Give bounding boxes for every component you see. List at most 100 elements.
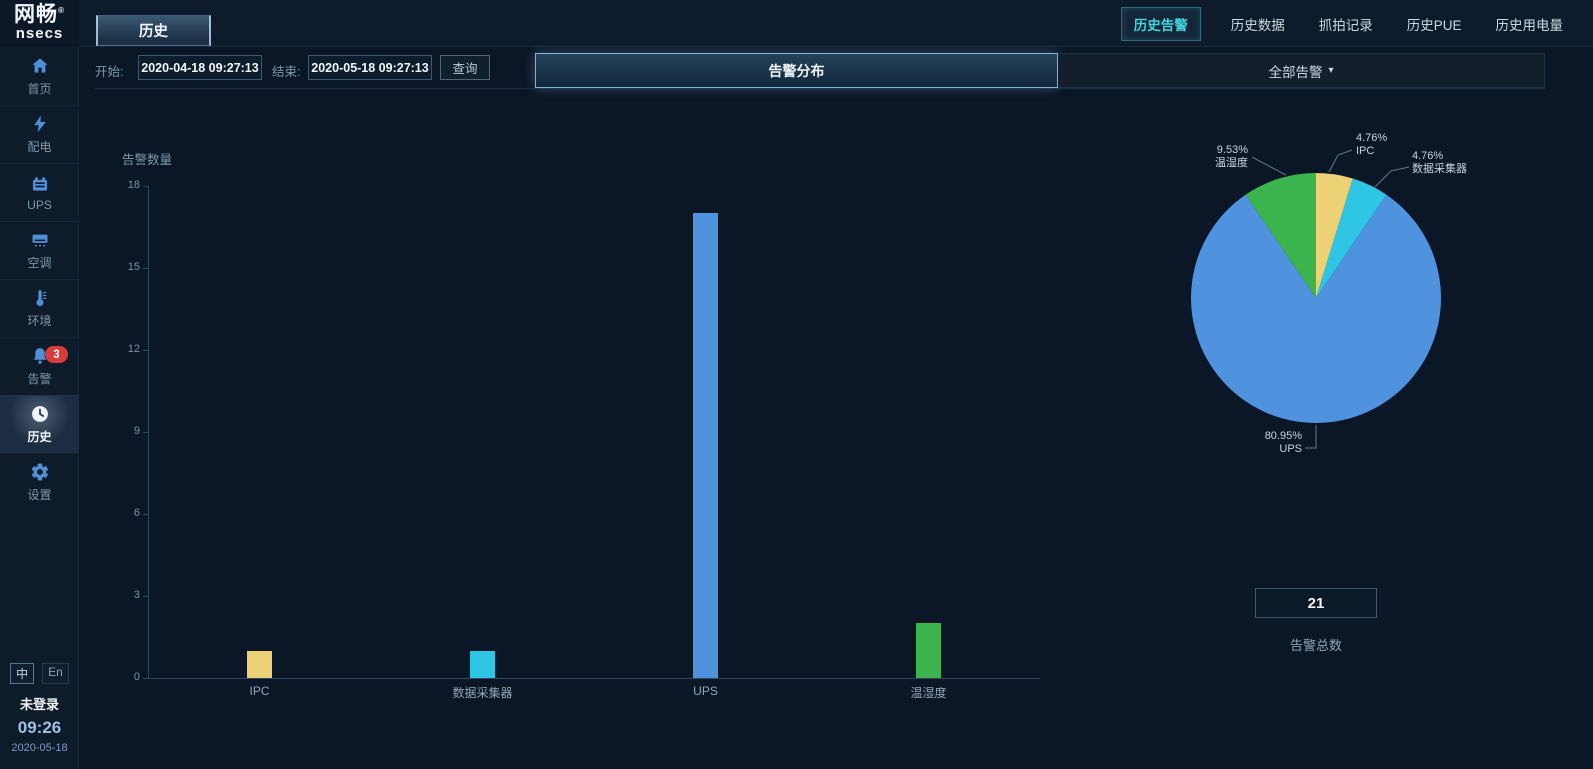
tab-history-data[interactable]: 历史数据 [1230, 17, 1285, 33]
login-status: 未登录 [19, 697, 59, 712]
y-tick-label: 15 [127, 261, 140, 273]
sidebar: 首页 配电 UPS 空调 环境 告警 3 [0, 47, 79, 769]
pie-label-ipc: 4.76% IPC [1356, 132, 1387, 158]
sidebar-item-label: 空调 [27, 256, 52, 270]
pie-slice-3[interactable] [1191, 194, 1442, 423]
sidebar-item-ups[interactable]: UPS [0, 163, 79, 221]
y-tick-label: 6 [133, 507, 140, 519]
bar-chart-title: 告警数量 [122, 153, 173, 167]
ups-battery-icon [32, 176, 47, 191]
tab-snapshot-records[interactable]: 抓拍记录 [1318, 17, 1373, 33]
filter-divider [95, 88, 1545, 89]
end-datetime-input[interactable]: 2020-05-18 09:27:13 [308, 55, 432, 80]
brand-en: nsecs [15, 25, 64, 42]
thermometer-icon [36, 290, 46, 307]
sidebar-item-aircon[interactable]: 空调 [0, 221, 79, 279]
y-axis-line [148, 186, 149, 678]
tab-alarm-distribution[interactable]: 告警分布 [535, 53, 1058, 88]
sidebar-item-label: UPS [27, 197, 52, 212]
bar-2[interactable] [470, 650, 495, 678]
sidebar-item-power[interactable]: 配电 [0, 105, 79, 163]
air-conditioner-icon [32, 234, 47, 247]
pie-label-name: IPC [1356, 145, 1375, 157]
pie-label-pct: 4.76% [1356, 132, 1388, 144]
x-category-label: 温湿度 [910, 686, 947, 700]
registered-mark: ® [58, 6, 65, 15]
sidebar-item-alarms[interactable]: 告警 3 [0, 337, 79, 395]
section-segmented-control: 告警分布 全部告警 ▾ [535, 53, 1545, 88]
bar-1[interactable] [247, 650, 272, 678]
y-tick-mark [143, 186, 148, 187]
top-tab-bar: 历史告警 历史数据 抓拍记录 历史PUE 历史用电量 [1120, 0, 1567, 47]
end-label: 结束: [272, 65, 301, 79]
clock-icon [31, 406, 48, 422]
language-toggle: 中 En [0, 663, 79, 684]
tab-history-power-usage[interactable]: 历史用电量 [1495, 17, 1564, 33]
pie-label-humidity: 9.53% 温湿度 [1186, 144, 1248, 170]
y-tick-mark [143, 432, 148, 433]
y-tick-label: 18 [127, 179, 140, 191]
gear-icon [31, 463, 48, 481]
tab-history-pue[interactable]: 历史PUE [1406, 17, 1462, 33]
y-tick-mark [143, 514, 148, 515]
page-tab-label: 历史 [139, 24, 168, 40]
sidebar-item-label: 首页 [27, 81, 52, 96]
y-tick-label: 9 [133, 425, 140, 437]
x-category-label: IPC [249, 684, 270, 698]
query-button[interactable]: 查询 [440, 55, 490, 80]
start-datetime-input[interactable]: 2020-04-18 09:27:13 [138, 55, 262, 80]
sidebar-item-history[interactable]: 历史 [0, 395, 79, 453]
sidebar-item-environment[interactable]: 环境 [0, 279, 79, 337]
sidebar-item-label: 设置 [27, 488, 52, 502]
x-axis-line [148, 678, 1040, 679]
sidebar-item-label: 环境 [27, 314, 52, 328]
start-label: 开始: [95, 65, 124, 79]
alarm-total-label: 告警总数 [1289, 638, 1342, 653]
pie-leader-lines [1251, 149, 1410, 449]
tab-history-alarms[interactable]: 历史告警 [1120, 6, 1201, 41]
pie-label-ups: 80.95% UPS [1240, 430, 1302, 456]
power-icon [33, 115, 46, 133]
y-tick-mark [143, 350, 148, 351]
current-time: 09:26 [17, 718, 62, 737]
y-tick-mark [143, 268, 148, 269]
lang-en-button[interactable]: En [42, 663, 69, 684]
sidebar-item-home[interactable]: 首页 [0, 47, 79, 105]
home-icon [32, 58, 47, 73]
pie-slice-1[interactable] [1316, 173, 1353, 298]
y-tick-label: 3 [133, 589, 140, 601]
sidebar-footer: 中 En 未登录 09:26 2020-05-18 [0, 663, 79, 754]
pie-chart [1191, 149, 1442, 449]
sidebar-item-label: 历史 [27, 430, 52, 444]
header-bar: 历史 历史告警 历史数据 抓拍记录 历史PUE 历史用电量 [0, 0, 1593, 47]
current-date: 2020-05-18 [11, 742, 68, 754]
brand-cn: 网畅 [14, 3, 59, 26]
brand-logo: 网畅® nsecs [0, 0, 79, 47]
alarm-total-value: 21 [1255, 588, 1377, 618]
y-tick-label: 0 [133, 671, 140, 683]
lang-zh-button[interactable]: 中 [10, 663, 35, 684]
bell-icon [33, 348, 46, 364]
pie-slice-4[interactable] [1245, 173, 1316, 298]
sidebar-item-settings[interactable]: 设置 [0, 453, 79, 511]
sidebar-nav: 首页 配电 UPS 空调 环境 告警 3 [0, 47, 79, 511]
pie-label-pct: 4.76% [1412, 150, 1444, 162]
caret-down-icon: ▾ [1328, 65, 1334, 76]
x-category-label: 数据采集器 [452, 686, 513, 700]
page-tab-history[interactable]: 历史 [96, 15, 211, 46]
bar-4[interactable] [916, 623, 941, 678]
pie-slice-2[interactable] [1316, 178, 1387, 298]
alarm-count-badge: 3 [45, 346, 68, 363]
bar-3[interactable] [693, 213, 718, 678]
pie-label-pct: 80.95% [1264, 430, 1302, 442]
x-category-label: UPS [693, 684, 718, 698]
y-tick-label: 12 [127, 343, 140, 355]
pie-label-name: 温湿度 [1215, 157, 1248, 169]
y-tick-mark [143, 678, 148, 679]
alarm-scope-dropdown[interactable]: 全部告警 ▾ [1058, 53, 1545, 88]
y-tick-mark [143, 596, 148, 597]
sidebar-item-label: 配电 [27, 140, 52, 154]
pie-label-name: UPS [1279, 443, 1302, 455]
pie-label-pct: 9.53% [1216, 144, 1248, 156]
